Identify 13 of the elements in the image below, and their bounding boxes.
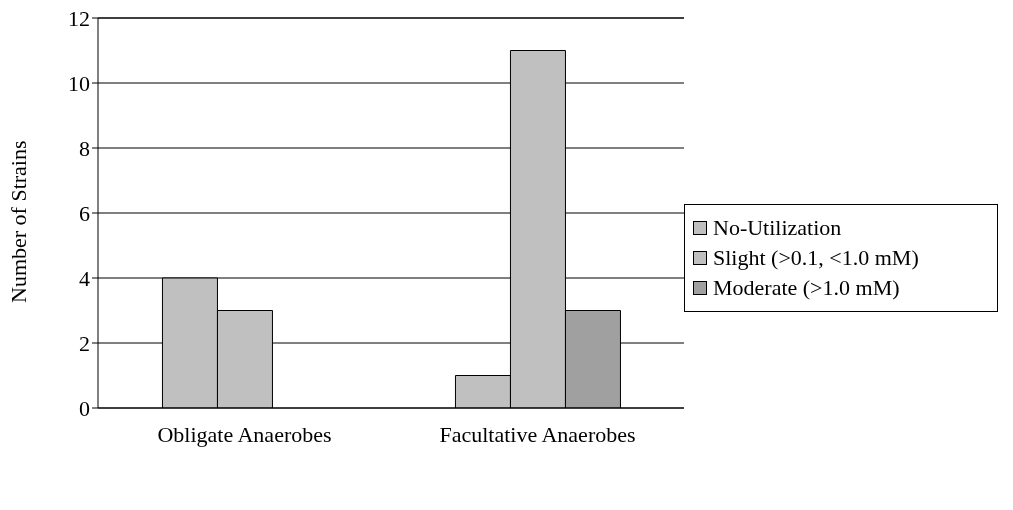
legend-label: Slight (>0.1, <1.0 mM) — [713, 245, 919, 271]
legend-label: No-Utilization — [713, 215, 842, 241]
x-tick-label: Obligate Anaerobes — [157, 421, 332, 447]
y-tick-label: 0 — [79, 395, 90, 421]
y-tick-label: 10 — [68, 70, 90, 96]
y-tick-label: 6 — [79, 200, 90, 226]
y-tick-label: 4 — [79, 265, 90, 291]
legend-label: Moderate (>1.0 mM) — [713, 275, 900, 301]
y-axis-title: Number of Strains — [5, 140, 31, 303]
y-tick-label: 12 — [68, 5, 90, 31]
y-tick-label: 2 — [79, 330, 90, 356]
y-tick-label: 8 — [79, 135, 90, 161]
x-tick-label: Facultative Anaerobes — [439, 421, 636, 447]
